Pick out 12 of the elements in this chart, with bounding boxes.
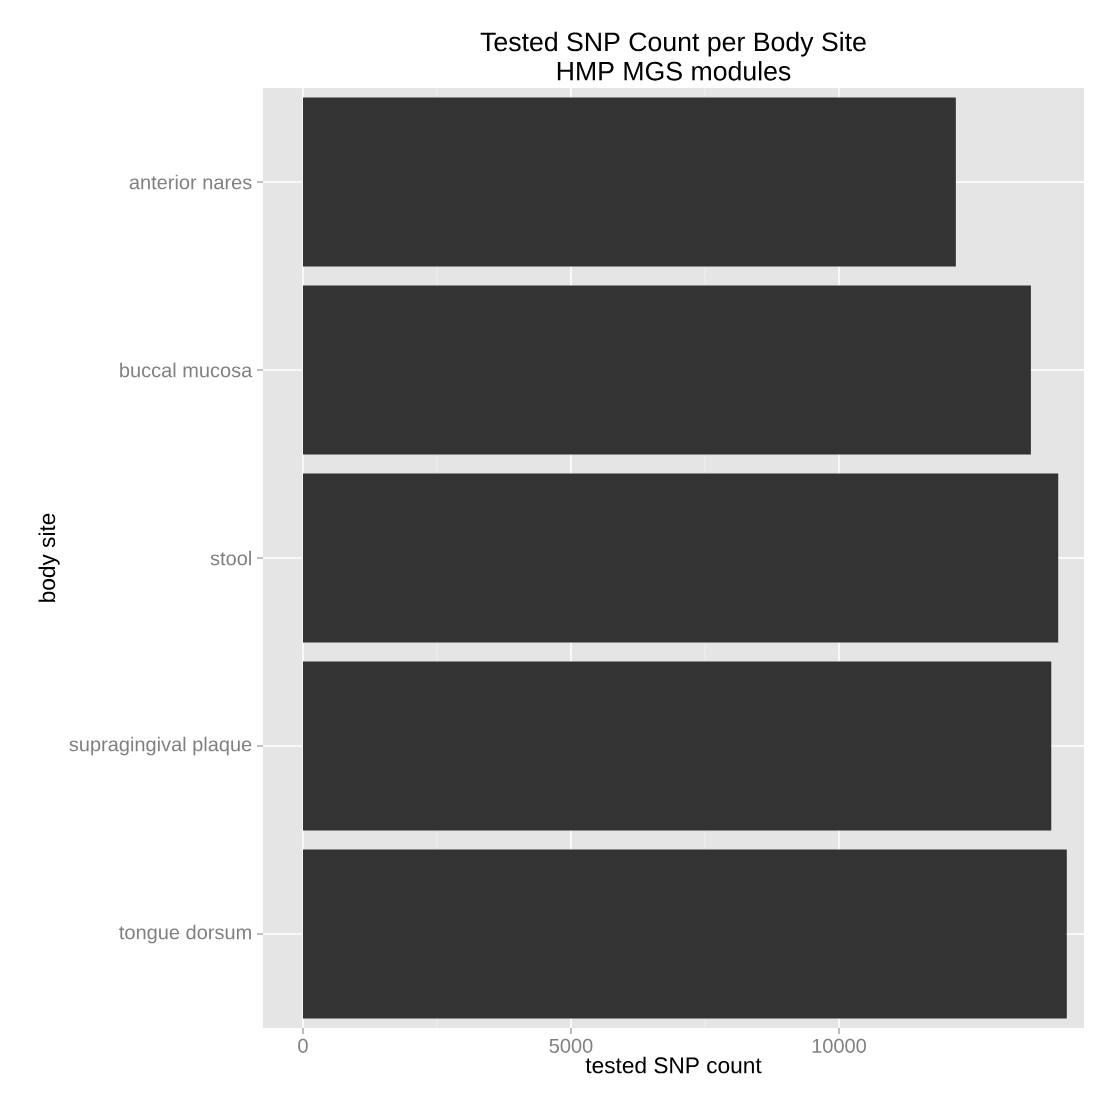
x-tick-label: 0 — [298, 1038, 308, 1053]
y-tick-label: buccal mucosa — [120, 362, 253, 378]
y-axis-title: body site — [38, 513, 60, 602]
y-tick-label: supragingival plaque — [69, 736, 252, 756]
x-tick-label: 10000 — [812, 1038, 866, 1053]
x-axis-title: tested SNP count — [585, 1056, 762, 1074]
chart-subtitle: HMP MGS modules — [557, 61, 791, 81]
y-tick-label: stool — [210, 550, 251, 566]
y-tick-label: anterior nares — [129, 174, 252, 190]
x-tick-label: 5000 — [549, 1038, 593, 1053]
y-tick-label: tongue dorsum — [119, 924, 251, 944]
chart-title: Tested SNP Count per Body Site — [480, 31, 866, 57]
